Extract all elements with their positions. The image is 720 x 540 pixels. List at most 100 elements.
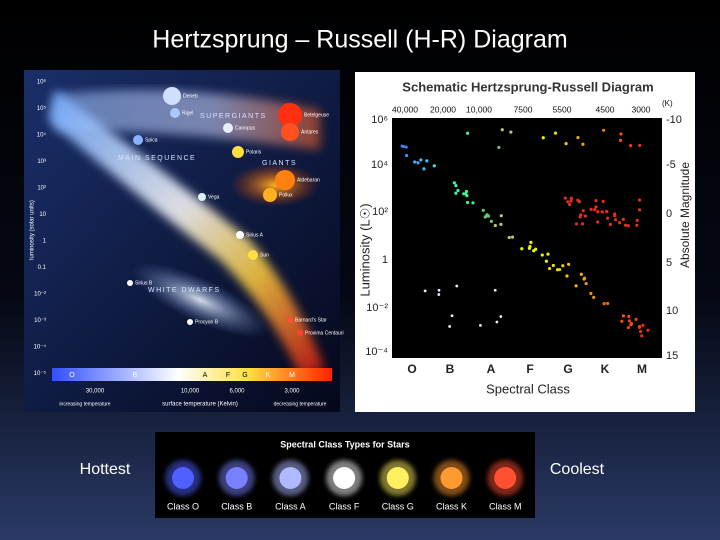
star-label: Sirius B [135,280,153,286]
star-dot [448,325,452,328]
star-label: Polaris [246,149,262,155]
star [278,103,302,127]
star-dot [553,131,558,135]
star [133,135,143,145]
star-dot [594,205,598,209]
star-dot [580,222,585,226]
star [198,193,206,201]
y-tick-label: 10⁶ [37,79,47,86]
star-dot [635,223,639,227]
star-dot [637,324,642,329]
star-dot [507,235,511,240]
star-ball [279,467,302,489]
x-note: decreasing temperature [274,401,327,407]
class-bar [52,368,332,381]
temp-label: 3000 [632,104,651,114]
star-dot [574,222,579,226]
star-dot [564,142,568,146]
class-label: M [637,362,647,376]
temp-label: 30,000 [86,389,105,395]
region-label: WHITE DWARFS [148,287,221,294]
star [281,123,299,141]
y2-tick-label: 0 [666,208,672,220]
star-dot [594,198,598,203]
star-dot [404,145,408,149]
star-dot [641,323,645,327]
star-dot [606,301,610,306]
star-dot [627,319,631,323]
star-dot [456,188,460,193]
star-dot [495,320,499,324]
spectral-strip: Spectral Class Types for Stars Class O Cla… [155,432,535,518]
side-label: Hottest [80,461,131,478]
star [248,250,258,260]
star-ball [333,467,356,489]
star-dot [437,293,441,296]
y-tick-label: 10⁻⁵ [34,370,47,377]
star-dot [638,143,642,147]
y-tick-label: 10⁶ [371,114,388,126]
star-dot [621,314,626,318]
star [287,317,293,323]
strip-title: Spectral Class Types for Stars [280,439,409,449]
region-label: SUPERGIANTS [200,113,267,120]
star-dot [546,252,550,256]
y-axis-label: luminosity (solar units) [30,200,36,260]
star-label: Antares [301,129,319,135]
temp-label: 6,000 [229,389,245,395]
class-label: G [242,372,247,379]
star-dot [626,224,630,228]
star-dot [432,164,436,168]
star-dot [584,281,588,286]
star-dot [454,191,458,195]
star-dot [567,262,571,266]
star-label: Proxima Centauri [305,330,344,336]
star-dot [423,289,427,293]
y-tick-label: 1 [43,239,47,245]
star-ball [172,467,194,489]
star-dot [540,253,544,257]
star-dot [592,295,596,299]
temp-label: 7500 [514,104,533,114]
star-dot [551,263,555,268]
star-dot [419,158,423,162]
star-label: Sun [260,252,269,258]
white-dwarf-region [131,262,269,338]
star-dot [618,221,622,225]
star-dot [465,194,469,198]
star-dot [589,207,593,211]
star-dot [455,284,459,288]
star-dot [637,198,642,202]
region-label: MAIN SEQUENCE [118,155,196,162]
star-dot [634,317,638,321]
star-dot [497,145,501,150]
y-tick-label: 10² [37,186,46,192]
star-dot [613,218,618,222]
star [127,280,133,286]
y-axis-label: Luminosity (L☉) [357,203,372,296]
star [232,146,244,158]
star-dot [574,284,578,288]
star-dot [413,160,417,164]
star-dot [484,214,488,218]
star-ball [440,467,463,489]
class-label: Class G [382,501,414,511]
star-dot [629,323,633,327]
giant-region [230,163,320,207]
class-label: Class M [489,501,522,511]
star-ball [225,467,248,489]
y2-tick-label: 5 [666,257,672,269]
star-dot [626,325,630,330]
star-dot [602,128,606,132]
star-dot [499,315,503,318]
left-hr-diagram: 10⁶ 10⁵ 10⁴ 10³ 10² 10 1 0.1 10⁻² 10⁻³ 10⁻⁴ 10⁻⁵ lum… [24,70,344,412]
star-dot [566,200,570,204]
class-label: F [226,372,230,379]
star-dot [579,213,583,217]
star-dot [422,167,426,171]
class-label: O [407,362,416,376]
star-dot [471,201,475,205]
star-dot [520,247,524,251]
star-label: Deneb [183,93,198,99]
temp-label: 5500 [553,104,572,114]
